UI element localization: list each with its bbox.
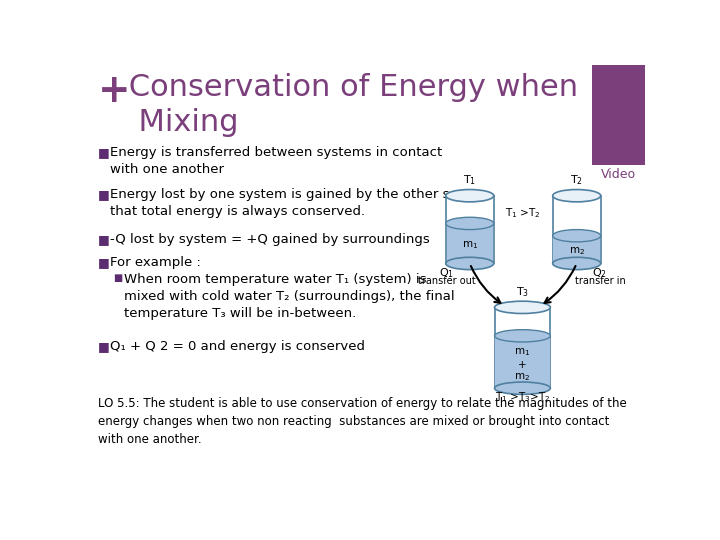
Bar bbox=[554, 236, 600, 264]
Text: Video: Video bbox=[601, 168, 636, 181]
Text: +: + bbox=[98, 72, 130, 111]
Text: m$_1$: m$_1$ bbox=[462, 240, 478, 251]
Bar bbox=[553, 195, 600, 264]
Bar bbox=[495, 307, 550, 388]
Text: T$_2$: T$_2$ bbox=[570, 173, 583, 187]
Ellipse shape bbox=[553, 230, 600, 242]
Ellipse shape bbox=[446, 190, 494, 202]
Text: ■: ■ bbox=[98, 188, 109, 201]
Text: transfer out: transfer out bbox=[418, 276, 475, 286]
Text: ■: ■ bbox=[98, 146, 109, 159]
Text: Q₁ + Q 2 = 0 and energy is conserved: Q₁ + Q 2 = 0 and energy is conserved bbox=[110, 340, 365, 354]
Ellipse shape bbox=[495, 382, 550, 394]
Text: Energy is transferred between systems in contact
with one another: Energy is transferred between systems in… bbox=[110, 146, 442, 176]
Text: -Q lost by system = +Q gained by surroundings: -Q lost by system = +Q gained by surroun… bbox=[110, 233, 430, 246]
Text: Q$_2$: Q$_2$ bbox=[593, 267, 608, 280]
Text: ■: ■ bbox=[98, 233, 109, 246]
Text: m$_1$
+
m$_2$: m$_1$ + m$_2$ bbox=[514, 346, 531, 383]
Text: Conservation of Energy when
  Mixing: Conservation of Energy when Mixing bbox=[120, 72, 579, 137]
Ellipse shape bbox=[446, 217, 494, 230]
Bar bbox=[446, 195, 494, 264]
Text: T$_3$: T$_3$ bbox=[516, 285, 529, 299]
Bar bbox=[446, 224, 493, 264]
Text: T$_1$ >T$_3$>T$_2$: T$_1$ >T$_3$>T$_2$ bbox=[495, 390, 550, 404]
Text: ■: ■ bbox=[98, 256, 109, 269]
Text: LO 5.5: The student is able to use conservation of energy to relate the magnitud: LO 5.5: The student is able to use conse… bbox=[98, 397, 626, 447]
Text: ■: ■ bbox=[98, 340, 109, 354]
Text: m$_2$: m$_2$ bbox=[569, 245, 585, 257]
Ellipse shape bbox=[446, 257, 494, 269]
Text: Energy lost by one system is gained by the other so
that total energy is always : Energy lost by one system is gained by t… bbox=[110, 188, 458, 218]
Text: transfer in: transfer in bbox=[575, 276, 626, 286]
Ellipse shape bbox=[553, 257, 600, 269]
Ellipse shape bbox=[495, 330, 550, 342]
Text: Source: Source bbox=[597, 70, 640, 83]
Text: ■: ■ bbox=[113, 273, 122, 283]
Ellipse shape bbox=[495, 301, 550, 314]
Text: When room temperature water T₁ (system) is
mixed with cold water T₂ (surrounding: When room temperature water T₁ (system) … bbox=[124, 273, 455, 320]
Text: T$_1$: T$_1$ bbox=[463, 173, 477, 187]
Text: T$_1$ >T$_2$: T$_1$ >T$_2$ bbox=[505, 206, 541, 220]
Bar bbox=[495, 336, 549, 388]
Text: For example :: For example : bbox=[110, 256, 201, 269]
Text: Q$_1$: Q$_1$ bbox=[439, 267, 454, 280]
Ellipse shape bbox=[553, 190, 600, 202]
Bar bbox=[593, 65, 645, 165]
